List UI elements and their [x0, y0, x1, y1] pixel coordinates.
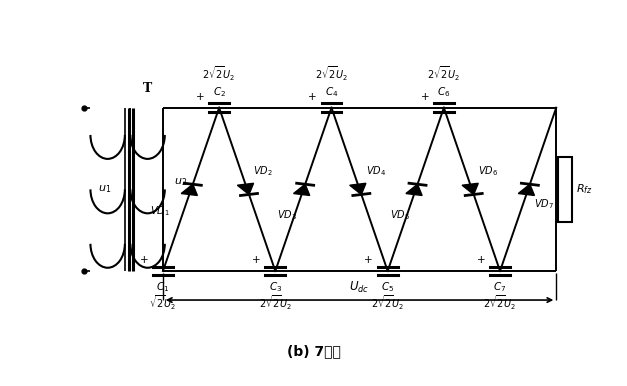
- Text: $2\sqrt{2}U_2$: $2\sqrt{2}U_2$: [371, 293, 404, 312]
- Text: $VD_{3}$: $VD_{3}$: [277, 208, 297, 222]
- Text: $u_1$: $u_1$: [98, 183, 111, 195]
- Text: $2\sqrt{2}U_2$: $2\sqrt{2}U_2$: [427, 65, 461, 83]
- Text: $C_{1}$: $C_{1}$: [156, 280, 169, 293]
- Text: +: +: [196, 92, 204, 102]
- Text: $2\sqrt{2}U_2$: $2\sqrt{2}U_2$: [483, 293, 517, 312]
- Text: $C_{4}$: $C_{4}$: [325, 85, 338, 99]
- Text: $VD_{7}$: $VD_{7}$: [534, 197, 554, 211]
- Polygon shape: [181, 184, 198, 195]
- Polygon shape: [462, 183, 478, 195]
- Polygon shape: [293, 184, 310, 195]
- Text: $2\sqrt{2}U_2$: $2\sqrt{2}U_2$: [258, 293, 292, 312]
- Bar: [558, 157, 572, 222]
- Text: $VD_{2}$: $VD_{2}$: [253, 164, 273, 178]
- Text: +: +: [308, 92, 317, 102]
- Text: $U_{dc}$: $U_{dc}$: [349, 279, 370, 295]
- Text: +: +: [364, 255, 373, 265]
- Text: $u_2$: $u_2$: [174, 176, 187, 188]
- Text: $VD_{6}$: $VD_{6}$: [478, 164, 498, 178]
- Text: T: T: [143, 82, 152, 95]
- Text: $2\sqrt{2}U_2$: $2\sqrt{2}U_2$: [203, 65, 236, 83]
- Text: $VD_{1}$: $VD_{1}$: [150, 204, 169, 218]
- Text: $C_{5}$: $C_{5}$: [381, 280, 394, 293]
- Text: +: +: [477, 255, 485, 265]
- Text: $\sqrt{2}U_2$: $\sqrt{2}U_2$: [149, 293, 177, 312]
- Text: $VD_{4}$: $VD_{4}$: [366, 164, 386, 178]
- Text: (b) 7倍压: (b) 7倍压: [287, 344, 340, 358]
- Polygon shape: [519, 184, 534, 195]
- Text: +: +: [421, 92, 429, 102]
- Text: $VD_{5}$: $VD_{5}$: [390, 208, 409, 222]
- Text: $C_{2}$: $C_{2}$: [213, 85, 226, 99]
- Text: $C_{6}$: $C_{6}$: [437, 85, 451, 99]
- Text: $2\sqrt{2}U_2$: $2\sqrt{2}U_2$: [315, 65, 348, 83]
- Text: +: +: [252, 255, 261, 265]
- Text: $C_{7}$: $C_{7}$: [493, 280, 507, 293]
- Text: $R_{fz}$: $R_{fz}$: [576, 183, 593, 196]
- Text: $C_{3}$: $C_{3}$: [268, 280, 282, 293]
- Polygon shape: [350, 183, 366, 195]
- Text: +: +: [140, 255, 148, 265]
- Bar: [558, 157, 572, 222]
- Polygon shape: [406, 184, 422, 195]
- Polygon shape: [238, 183, 253, 195]
